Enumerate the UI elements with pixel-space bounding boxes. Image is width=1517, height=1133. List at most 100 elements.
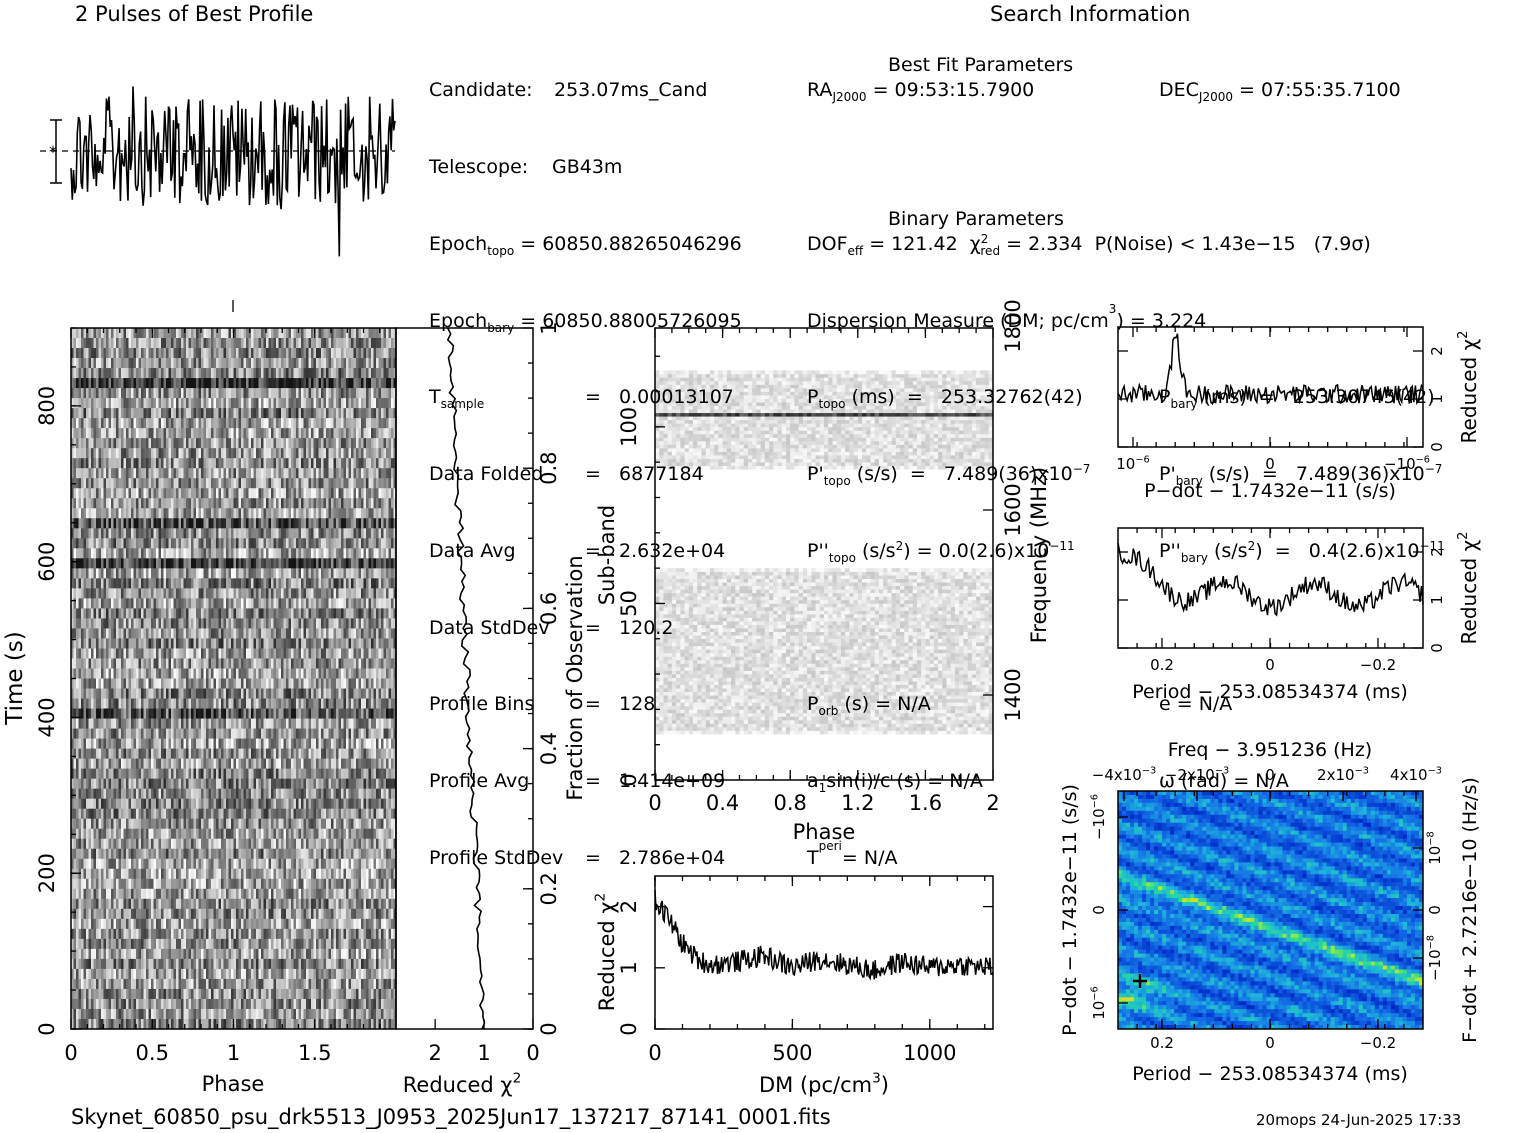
heatmap-cell: [201, 468, 204, 479]
heatmap-cell: [163, 508, 167, 519]
heatmap-cell: [231, 618, 234, 629]
heatmap-cell: [148, 508, 152, 519]
heatmap-cell: [348, 438, 352, 449]
heatmap-cell: [216, 448, 219, 459]
heatmap-cell: [193, 418, 197, 429]
heatmap-cell: [238, 458, 242, 469]
heatmap-cell: [241, 408, 244, 419]
heatmap-cell: [286, 568, 289, 579]
heatmap-cell: [308, 628, 312, 639]
heatmap-cell: [351, 438, 354, 449]
heatmap-cell: [306, 368, 309, 379]
heatmap-cell: [331, 638, 334, 649]
heatmap-cell: [371, 578, 374, 589]
heatmap-cell: [111, 678, 114, 689]
heatmap-cell: [308, 618, 312, 629]
heatmap-cell: [176, 648, 179, 659]
heatmap-cell: [156, 438, 159, 449]
heatmap-cell: [178, 398, 182, 409]
heatmap-cell: [191, 558, 194, 569]
heatmap-cell: [238, 548, 242, 559]
heatmap-cell: [163, 368, 167, 379]
heatmap-cell: [73, 448, 77, 459]
heatmap-cell: [258, 528, 262, 539]
heatmap-cell: [353, 338, 357, 349]
heatmap-cell: [178, 468, 182, 479]
heatmap-cell: [288, 448, 292, 459]
heatmap-cell: [233, 538, 237, 549]
heatmap-cell: [293, 468, 297, 479]
heatmap-cell: [128, 418, 132, 429]
heatmap-cell: [183, 428, 187, 439]
heatmap-cell: [363, 388, 367, 399]
heatmap-cell: [268, 398, 272, 409]
heatmap-cell: [203, 588, 207, 599]
heatmap-cell: [263, 428, 267, 439]
heatmap-cell: [266, 628, 269, 639]
heatmap-cell: [248, 498, 252, 509]
heatmap-cell: [173, 628, 177, 639]
heatmap-cell: [81, 548, 84, 559]
heatmap-cell: [298, 568, 302, 579]
heatmap-cell: [148, 498, 152, 509]
heatmap-cell: [338, 618, 342, 629]
heatmap-cell: [368, 618, 372, 629]
heatmap-cell: [223, 468, 227, 479]
heatmap-cell: [363, 438, 367, 449]
heatmap-cell: [378, 698, 382, 709]
heatmap-cell: [373, 608, 377, 619]
heatmap-cell: [143, 588, 147, 599]
heatmap-cell: [186, 648, 189, 659]
heatmap-cell: [158, 458, 162, 469]
heatmap-cell: [391, 328, 394, 339]
heatmap-cell: [326, 328, 329, 339]
heatmap-cell: [353, 368, 357, 379]
heatmap-cell: [73, 458, 77, 469]
heatmap-cell: [378, 368, 382, 379]
heatmap-cell: [231, 398, 234, 409]
heatmap-cell: [368, 558, 372, 569]
heatmap-cell: [341, 568, 344, 579]
heatmap-cell: [131, 498, 134, 509]
heatmap-cell: [148, 608, 152, 619]
heatmap-cell: [251, 508, 254, 519]
heatmap-cell: [346, 658, 349, 669]
heatmap-cell: [363, 568, 367, 579]
heatmap-cell: [193, 428, 197, 439]
heatmap-cell: [296, 668, 299, 679]
heatmap-cell: [146, 608, 149, 619]
heatmap-cell: [246, 428, 249, 439]
heatmap-cell: [353, 438, 357, 449]
heatmap-cell: [273, 588, 277, 599]
heatmap-cell: [221, 508, 224, 519]
heatmap-cell: [201, 638, 204, 649]
heatmap-cell: [158, 508, 162, 519]
heatmap-cell: [321, 438, 324, 449]
heatmap-cell: [308, 558, 312, 569]
heatmap-cell: [233, 408, 237, 419]
heatmap-cell: [76, 678, 79, 689]
heatmap-cell: [338, 458, 342, 469]
heatmap-cell: [108, 408, 112, 419]
heatmap-cell: [343, 618, 347, 629]
heatmap-cell: [203, 448, 207, 459]
heatmap-cell: [161, 598, 164, 609]
heatmap-cell: [353, 488, 357, 499]
heatmap-cell: [233, 378, 237, 389]
heatmap-cell: [316, 628, 319, 639]
heatmap-cell: [276, 388, 279, 399]
heatmap-cell: [368, 588, 372, 599]
heatmap-cell: [358, 588, 362, 599]
heatmap-cell: [86, 508, 89, 519]
heatmap-cell: [163, 568, 167, 579]
heatmap-cell: [301, 628, 304, 639]
heatmap-cell: [188, 578, 192, 589]
heatmap-cell: [371, 388, 374, 399]
heatmap-cell: [218, 608, 222, 619]
heatmap-cell: [73, 548, 77, 559]
heatmap-cell: [328, 698, 332, 709]
heatmap-cell: [236, 328, 239, 339]
heatmap-cell: [228, 618, 232, 629]
heatmap-cell: [286, 538, 289, 549]
heatmap-cell: [346, 418, 349, 429]
